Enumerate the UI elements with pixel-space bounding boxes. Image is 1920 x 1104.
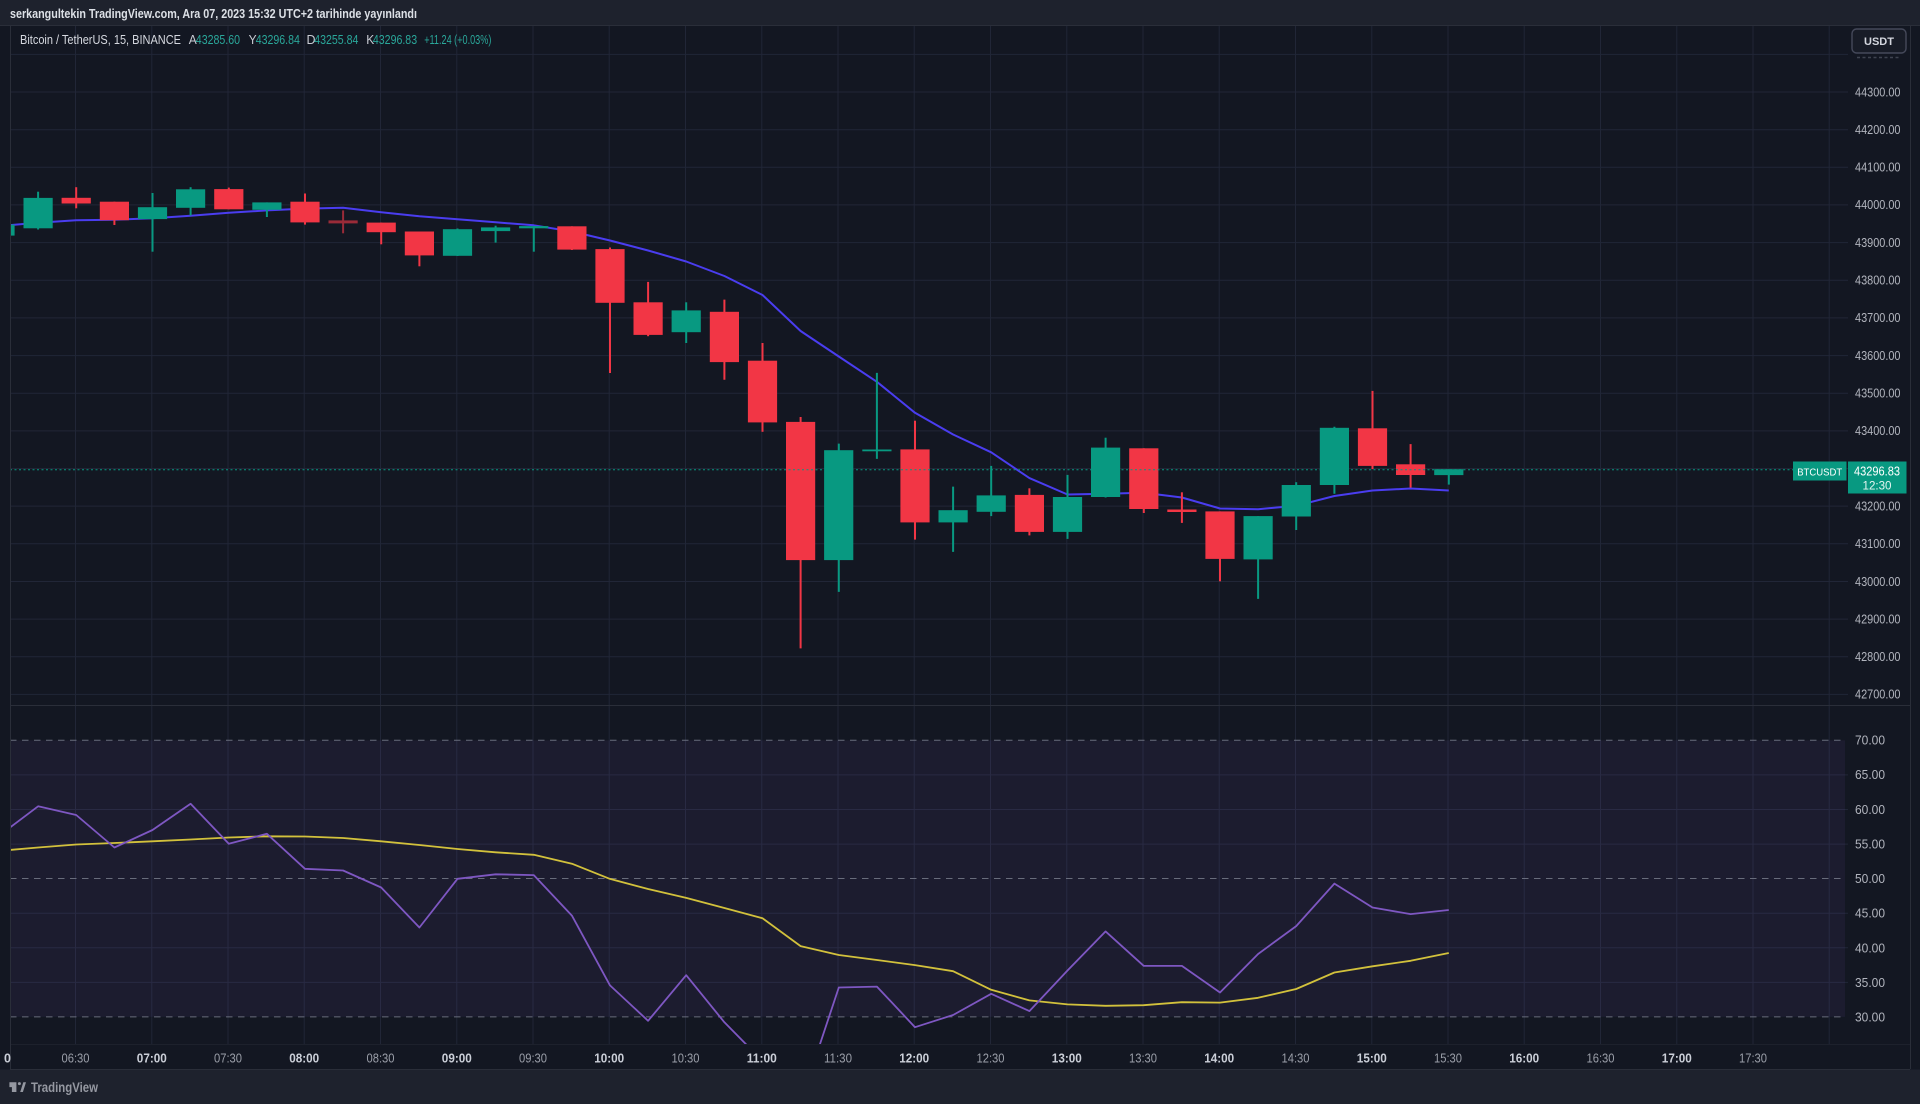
- svg-text:TradingView: TradingView: [31, 1079, 98, 1095]
- svg-text:serkangultekin TradingView.com: serkangultekin TradingView.com, Ara 07, …: [10, 6, 417, 21]
- svg-text:43400.00: 43400.00: [1855, 424, 1901, 438]
- svg-text:10:00: 10:00: [594, 1052, 624, 1066]
- svg-text:0: 0: [4, 1052, 11, 1066]
- svg-text:16:30: 16:30: [1587, 1052, 1615, 1066]
- svg-text:60.00: 60.00: [1855, 803, 1885, 817]
- svg-text:43800.00: 43800.00: [1855, 274, 1901, 288]
- svg-text:43900.00: 43900.00: [1855, 236, 1901, 250]
- svg-text:15:00: 15:00: [1357, 1052, 1387, 1066]
- svg-text:11:00: 11:00: [747, 1052, 777, 1066]
- svg-text:43296.83: 43296.83: [1854, 464, 1900, 478]
- svg-text:70.00: 70.00: [1855, 734, 1885, 748]
- svg-text:30.00: 30.00: [1855, 1011, 1885, 1025]
- svg-text:43600.00: 43600.00: [1855, 349, 1901, 363]
- svg-text:D: D: [307, 32, 316, 47]
- svg-text:42700.00: 42700.00: [1855, 688, 1901, 702]
- svg-text:42800.00: 42800.00: [1855, 650, 1901, 664]
- svg-text:08:00: 08:00: [289, 1052, 319, 1066]
- svg-text:Bitcoin / TetherUS, 15, BINANC: Bitcoin / TetherUS, 15, BINANCE: [20, 32, 181, 47]
- svg-text:42900.00: 42900.00: [1855, 612, 1901, 626]
- svg-text:10:30: 10:30: [672, 1052, 700, 1066]
- svg-text:17:30: 17:30: [1739, 1052, 1767, 1066]
- svg-text:65.00: 65.00: [1855, 768, 1885, 782]
- svg-text:44100.00: 44100.00: [1855, 161, 1901, 175]
- svg-text:07:30: 07:30: [214, 1052, 242, 1066]
- svg-text:43296.84: 43296.84: [256, 32, 300, 47]
- svg-text:43700.00: 43700.00: [1855, 311, 1901, 325]
- svg-text:06:30: 06:30: [62, 1052, 90, 1066]
- svg-text:44300.00: 44300.00: [1855, 85, 1901, 99]
- svg-text:12:00: 12:00: [899, 1052, 929, 1066]
- svg-text:55.00: 55.00: [1855, 838, 1885, 852]
- svg-text:14:30: 14:30: [1282, 1052, 1310, 1066]
- svg-text:09:30: 09:30: [519, 1052, 547, 1066]
- svg-text:40.00: 40.00: [1855, 941, 1885, 955]
- svg-text:12:30: 12:30: [977, 1052, 1005, 1066]
- svg-text:43500.00: 43500.00: [1855, 387, 1901, 401]
- svg-text:13:00: 13:00: [1052, 1052, 1082, 1066]
- svg-text:35.00: 35.00: [1855, 976, 1885, 990]
- svg-text:14:00: 14:00: [1204, 1052, 1234, 1066]
- svg-text:16:00: 16:00: [1509, 1052, 1539, 1066]
- svg-text:44200.00: 44200.00: [1855, 123, 1901, 137]
- svg-text:+11.24 (+0.03%): +11.24 (+0.03%): [424, 32, 491, 47]
- svg-text:11:30: 11:30: [824, 1052, 852, 1066]
- svg-text:07:00: 07:00: [137, 1052, 167, 1066]
- svg-text:44000.00: 44000.00: [1855, 198, 1901, 212]
- svg-text:09:00: 09:00: [442, 1052, 472, 1066]
- svg-text:43285.60: 43285.60: [196, 32, 240, 47]
- svg-text:50.00: 50.00: [1855, 872, 1885, 886]
- svg-text:13:30: 13:30: [1129, 1052, 1157, 1066]
- svg-text:USDT: USDT: [1864, 36, 1894, 48]
- svg-text:45.00: 45.00: [1855, 907, 1885, 921]
- svg-text:43255.84: 43255.84: [314, 32, 358, 47]
- svg-text:43000.00: 43000.00: [1855, 575, 1901, 589]
- svg-text:43200.00: 43200.00: [1855, 499, 1901, 513]
- svg-text:Y: Y: [249, 32, 257, 47]
- svg-text:08:30: 08:30: [367, 1052, 395, 1066]
- svg-text:12:30: 12:30: [1863, 480, 1892, 492]
- svg-text:43296.83: 43296.83: [373, 32, 417, 47]
- svg-text:17:00: 17:00: [1662, 1052, 1692, 1066]
- svg-text:A: A: [189, 32, 197, 47]
- svg-text:15:30: 15:30: [1434, 1052, 1462, 1066]
- svg-text:BTCUSDT: BTCUSDT: [1797, 466, 1843, 478]
- svg-text:43100.00: 43100.00: [1855, 537, 1901, 551]
- svg-text:K: K: [366, 32, 374, 47]
